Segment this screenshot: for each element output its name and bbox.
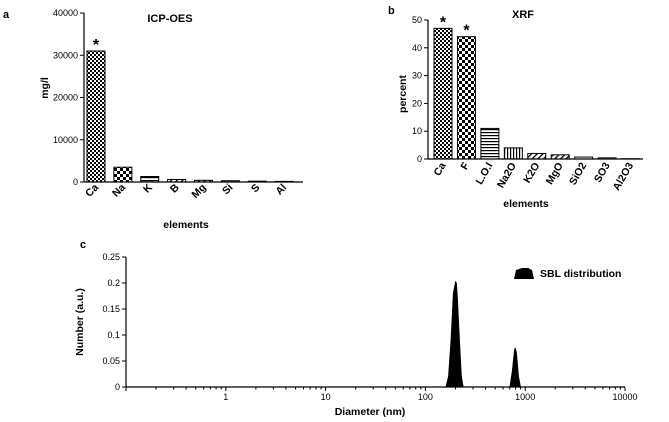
legend-swatch xyxy=(514,268,534,279)
panel-b-category-label-ca: Ca xyxy=(431,160,448,178)
panel-a-category-label-al: Al xyxy=(273,182,289,198)
panel-b-category-label-sio2: SiO2 xyxy=(567,160,589,187)
panel-b-bar-na2o xyxy=(503,147,523,160)
panel-a-category-label-si: Si xyxy=(220,182,236,198)
panel-a-y-tick-label: 30000 xyxy=(53,50,78,60)
panel-a-title: ICP-OES xyxy=(147,13,192,25)
panel-a-category-label-ca: Ca xyxy=(83,182,101,200)
panel-a-category-label-mg: Mg xyxy=(189,182,208,201)
panel-a-bar-k xyxy=(140,176,160,183)
panel-c-y-tick-label: 0 xyxy=(115,382,120,392)
panel-c-y-tick-label: 0.15 xyxy=(102,304,120,314)
panel-b-category-label-al2o3: Al2O3 xyxy=(611,160,637,192)
panel-label-b: b xyxy=(388,5,395,17)
panel-b-y-tick-label: 30 xyxy=(412,71,422,81)
panel-c-legend: SBL distribution xyxy=(514,268,621,280)
panel-c-y-tick-label: 0.25 xyxy=(102,252,120,262)
panel-a-significance-marker: * xyxy=(93,37,100,54)
panel-b-significance-marker: * xyxy=(440,14,447,31)
panel-b-category-label-so3: SO3 xyxy=(592,160,613,184)
panel-b-y-tick-label: 40 xyxy=(412,43,422,53)
panel-a-y-tick-label: 0 xyxy=(73,177,78,187)
panel-a-category-label-na: Na xyxy=(110,182,128,200)
panel-c-y-tick-label: 0.05 xyxy=(102,356,120,366)
panel-a-category-label-b: B xyxy=(168,181,182,195)
panel-b-y-tick-label: 10 xyxy=(412,126,422,136)
panel-b-bar-l-o-i xyxy=(480,127,500,160)
panel-a-category-label-s: S xyxy=(249,182,262,195)
panel-a-y-tick-label: 20000 xyxy=(53,93,78,103)
panel-c-y-tick-label: 0.2 xyxy=(107,278,120,288)
panel-a-x-axis-label: elements xyxy=(163,219,209,231)
panel-b-bar-mgo xyxy=(550,154,570,160)
panel-c-x-tick-label: 1000 xyxy=(515,392,535,402)
panel-label-c: c xyxy=(80,239,86,251)
panel-a-y-tick-label: 40000 xyxy=(53,8,78,18)
panel-a-bar-na xyxy=(113,166,133,183)
panel-a-category-label-k: K xyxy=(141,181,155,195)
panel-c-y-axis-label: Number (a.u.) xyxy=(74,288,86,356)
panel-b-title: XRF xyxy=(512,9,534,21)
panel-a-y-tick-label: 10000 xyxy=(53,135,78,145)
panel-b-xrf-chart: XRF percent elements 0 10 20 30 40 50 Ca F L.O.… xyxy=(397,9,643,210)
panel-c-distribution-peak-1 xyxy=(445,281,464,388)
panel-c-x-axis-label: Diameter (nm) xyxy=(335,406,406,418)
legend-label-sbl-distribution: SBL distribution xyxy=(540,268,621,280)
panel-c-distribution-peak-2 xyxy=(509,347,521,388)
panel-b-category-label-na2o: Na2O xyxy=(495,161,519,191)
panel-c-x-tick-label: 10000 xyxy=(612,392,637,402)
panel-b-category-label-f: F xyxy=(458,160,472,172)
panel-b-bar-ca xyxy=(433,27,453,160)
panel-c-x-tick-label: 100 xyxy=(418,392,433,402)
panel-c-x-tick-label: 1 xyxy=(223,392,228,402)
panel-c-x-tick-label: 10 xyxy=(321,392,331,402)
panel-a-y-axis-label: mg/l xyxy=(39,77,51,99)
panel-b-category-label-l-o-i: L.O.I xyxy=(473,160,495,186)
panel-label-a: a xyxy=(3,9,10,21)
panel-a-icp-oes-chart: ICP-OES mg/l elements 0 10000 20000 30000 40… xyxy=(39,8,303,231)
panel-b-bar-f xyxy=(456,36,476,160)
panel-b-y-axis-label: percent xyxy=(397,75,409,113)
panel-b-category-label-mgo: MgO xyxy=(544,161,566,187)
panel-c-size-distribution-chart: Number (a.u.) Diameter (nm) 0 0.05 0.1 0.15… xyxy=(74,252,638,418)
panel-b-y-tick-label: 20 xyxy=(412,98,422,108)
panel-b-bar-k2o xyxy=(527,152,547,160)
panel-b-y-tick-label: 50 xyxy=(412,15,422,25)
panel-b-category-label-k2o: K2O xyxy=(521,161,542,186)
panel-b-y-tick-label: 0 xyxy=(417,154,422,164)
panel-b-significance-marker: * xyxy=(463,23,470,40)
panel-b-x-axis-label: elements xyxy=(503,198,549,210)
panel-a-bar-ca xyxy=(86,50,106,183)
panel-c-y-tick-label: 0.1 xyxy=(107,330,120,340)
